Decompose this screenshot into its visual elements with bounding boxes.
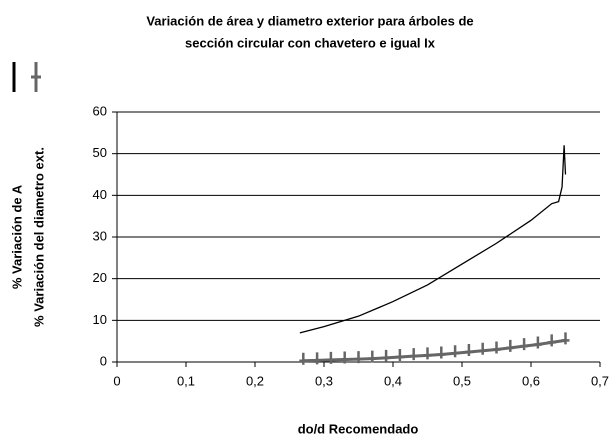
x-tick-label: 0,7 xyxy=(591,373,609,388)
y-tick-label: 20 xyxy=(93,270,107,285)
x-tick-label: 0,4 xyxy=(384,373,402,388)
x-tick-label: 0,1 xyxy=(177,373,195,388)
x-tick-label: 0,2 xyxy=(246,373,264,388)
x-axis-label: do/d Recomendado xyxy=(298,421,419,436)
marker xyxy=(382,349,391,362)
chart-title: Variación de área y diametro exterior pa… xyxy=(146,13,473,28)
marker xyxy=(423,347,432,360)
marker xyxy=(326,351,335,364)
y-tick-label: 60 xyxy=(93,103,107,118)
marker xyxy=(354,351,363,364)
marker xyxy=(492,341,501,354)
x-tick-label: 0,5 xyxy=(453,373,471,388)
marker xyxy=(547,334,556,347)
marker xyxy=(520,338,529,351)
y-axis-label: % Variación de A xyxy=(9,184,24,289)
marker xyxy=(395,349,404,361)
marker xyxy=(533,336,542,349)
marker xyxy=(478,342,487,355)
marker xyxy=(299,352,308,365)
x-tick-label: 0,6 xyxy=(522,373,540,388)
series-line xyxy=(303,338,566,363)
y-tick-label: 0 xyxy=(100,353,107,368)
y-axis-label: % Variación del diametro ext. xyxy=(31,147,46,327)
marker xyxy=(409,348,418,361)
y-tick-label: 10 xyxy=(93,312,107,327)
y-tick-label: 50 xyxy=(93,145,107,160)
x-tick-label: 0,3 xyxy=(315,373,333,388)
marker xyxy=(561,332,570,345)
marker xyxy=(340,351,349,364)
marker xyxy=(464,344,473,356)
marker xyxy=(506,339,515,352)
chart-title: sección circular con chavetero e igual I… xyxy=(185,35,436,50)
y-tick-label: 40 xyxy=(93,187,107,202)
series-line xyxy=(299,145,567,334)
y-tick-label: 30 xyxy=(93,228,107,243)
marker xyxy=(451,345,460,358)
marker xyxy=(437,346,446,359)
marker xyxy=(313,352,322,365)
marker xyxy=(368,350,377,363)
x-tick-label: 0 xyxy=(113,373,120,388)
